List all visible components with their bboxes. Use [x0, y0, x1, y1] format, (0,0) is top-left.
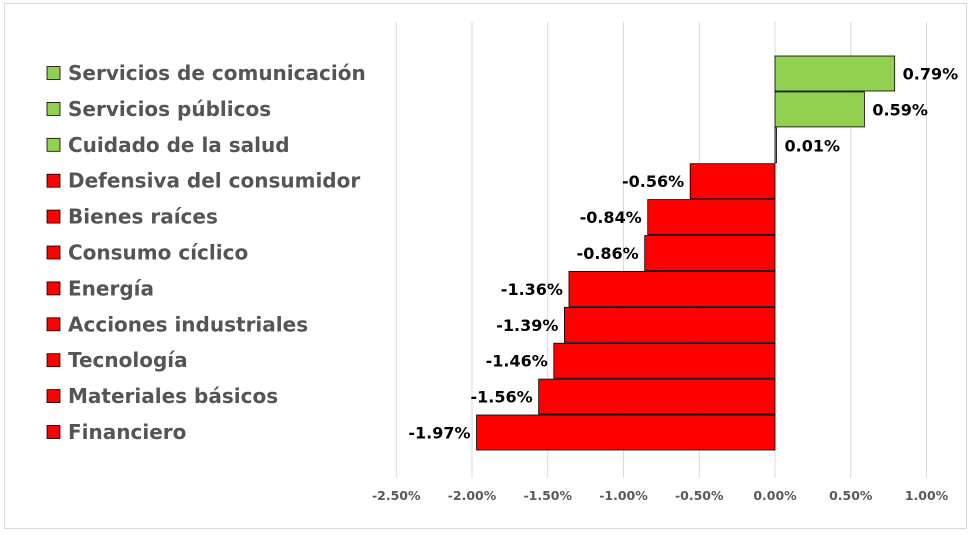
legend-marker — [46, 137, 61, 152]
bar — [774, 91, 865, 128]
legend: Servicios de comunicación Servicios públi… — [46, 61, 366, 444]
legend-entry: Energía — [68, 276, 154, 300]
legend-entry: Financiero — [68, 420, 186, 444]
legend-entry: Cuidado de la salud — [68, 133, 290, 157]
legend-marker — [46, 425, 61, 439]
data-label: -1.46% — [486, 352, 548, 371]
bar — [538, 378, 776, 415]
x-tick-label: -1.50% — [523, 488, 572, 503]
bar — [553, 342, 776, 379]
data-label: 0.79% — [903, 65, 959, 84]
bars — [476, 55, 896, 451]
data-label: -0.86% — [577, 244, 639, 263]
legend-marker — [46, 209, 61, 224]
data-label: -1.36% — [501, 280, 563, 299]
legend-marker — [46, 317, 61, 332]
bar — [476, 414, 776, 451]
legend-entry: Tecnología — [68, 348, 188, 372]
legend-entry: Servicios de comunicación — [68, 61, 366, 85]
data-label: 0.59% — [872, 100, 928, 119]
data-label: -0.84% — [580, 208, 642, 227]
bar — [774, 55, 896, 92]
legend-marker — [46, 66, 61, 80]
legend-marker — [46, 389, 61, 404]
data-label: 0.01% — [785, 136, 841, 155]
legend-entry: Materiales básicos — [68, 384, 278, 408]
legend-entry: Acciones industriales — [68, 312, 308, 336]
legend-marker — [46, 281, 61, 296]
legend-entry: Consumo cíclico — [68, 241, 248, 265]
data-labels: 0.79% 0.59% 0.01% -0.56% -0.84% -0.86% -1.36% -… — [408, 65, 958, 443]
bar — [564, 306, 776, 343]
x-axis-ticks: -2.50% -2.00% -1.50% -1.00% -0.50% 0.00% 0.50%… — [372, 488, 949, 503]
legend-marker — [46, 353, 61, 368]
legend-entry: Defensiva del consumidor — [68, 169, 360, 193]
legend-marker — [46, 173, 61, 188]
data-label: -1.97% — [408, 424, 470, 443]
data-label: -1.39% — [496, 316, 558, 335]
bar — [647, 199, 776, 236]
x-tick-label: 0.50% — [829, 488, 873, 503]
legend-marker — [46, 245, 61, 260]
data-label: -1.56% — [471, 388, 533, 407]
legend-entry: Servicios públicos — [68, 97, 271, 121]
bar — [644, 235, 776, 271]
x-tick-label: 1.00% — [905, 488, 949, 503]
x-tick-label: -0.50% — [675, 488, 724, 503]
bar — [568, 270, 776, 307]
x-tick-label: 0.00% — [753, 488, 797, 503]
x-tick-label: -2.00% — [448, 488, 497, 503]
legend-entry: Bienes raíces — [68, 205, 218, 229]
legend-marker — [46, 102, 61, 116]
x-tick-label: -1.00% — [599, 488, 648, 503]
data-label: -0.56% — [622, 172, 684, 191]
bar — [689, 163, 776, 200]
x-tick-label: -2.50% — [372, 488, 421, 503]
bar — [774, 127, 777, 164]
